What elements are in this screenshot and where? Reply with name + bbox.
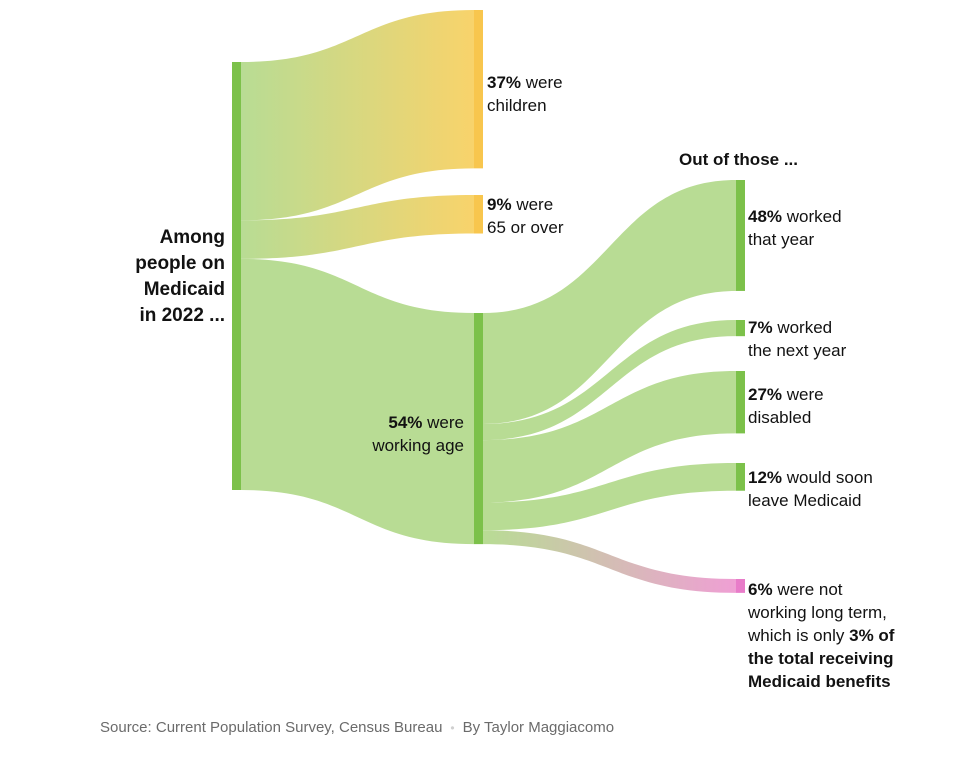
footer: Source: Current Population Survey, Censu… — [100, 719, 614, 736]
label-not-working: 6% were not working long term, which is … — [748, 580, 895, 691]
flow-not_working — [483, 530, 736, 593]
flow-next_year — [483, 320, 736, 441]
node-bar-next_year — [736, 320, 745, 337]
node-bar-worked — [736, 180, 745, 291]
label-next-year: 7% worked the next year — [748, 318, 847, 360]
root-node-bar — [232, 62, 241, 490]
node-bar-children — [474, 10, 483, 169]
flow-leave — [483, 463, 736, 531]
byline: By Taylor Maggiacomo — [462, 719, 615, 736]
out-of-those-header: Out of those ... — [679, 150, 798, 169]
source-text: Source: Current Population Survey, Censu… — [100, 719, 443, 736]
flow-disabled — [483, 371, 736, 503]
label-leave: 12% would soon leave Medicaid — [748, 468, 873, 510]
label-disabled: 27% were disabled — [748, 385, 824, 427]
label-worked: 48% worked that year — [748, 207, 842, 249]
node-bar-not_working — [736, 579, 745, 593]
flow-working_age — [241, 258, 474, 545]
root-label: Among people on Medicaid in 2022 ... — [135, 227, 225, 326]
separator-dot: • — [450, 721, 455, 735]
flow-seniors — [241, 195, 474, 259]
flow-children — [241, 10, 474, 221]
flow-worked — [483, 180, 736, 424]
node-bar-seniors — [474, 195, 483, 234]
node-bar-leave — [736, 463, 745, 491]
sankey-chart — [232, 10, 745, 593]
label-seniors: 9% were 65 or over — [487, 195, 564, 237]
label-working-age: 54% were working age — [372, 413, 464, 455]
label-children: 37% were children — [487, 73, 563, 115]
node-bar-working_age — [474, 313, 483, 545]
node-bar-disabled — [736, 371, 745, 434]
